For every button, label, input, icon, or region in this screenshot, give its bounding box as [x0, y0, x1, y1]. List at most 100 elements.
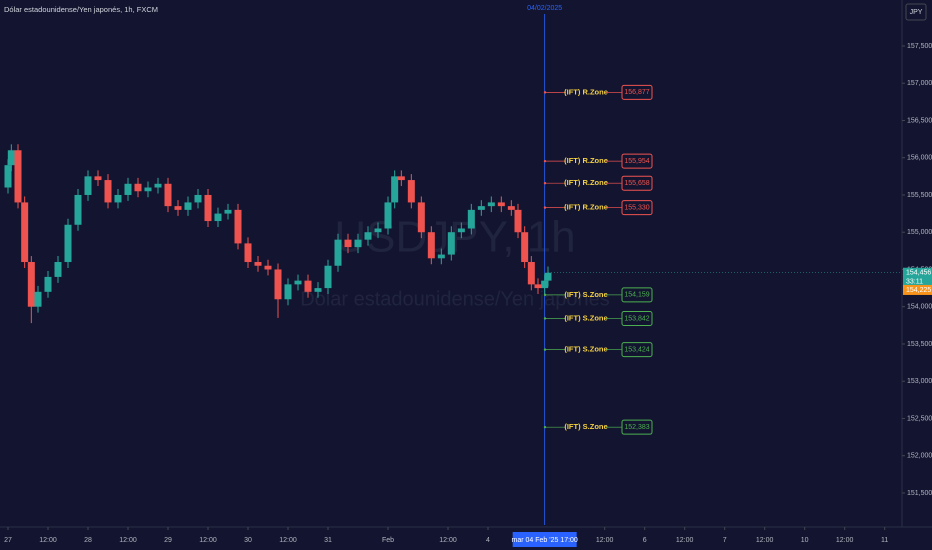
zone-box	[621, 84, 653, 100]
zone-label: (IFT) R.Zone	[564, 203, 608, 212]
zone-label: (IFT) S.Zone	[564, 290, 607, 299]
y-tick-label: 152,000	[907, 453, 932, 460]
candle-body	[427, 232, 435, 259]
candle-body	[154, 183, 162, 188]
x-tick-label: 12:00	[756, 537, 774, 544]
candle-body	[417, 202, 425, 233]
candle-body	[214, 213, 222, 222]
chart-title: Dólar estadounidense/Yen japonés, 1h, FX…	[4, 5, 158, 14]
candle-body	[294, 280, 302, 285]
candle-body	[174, 206, 182, 210]
candle-body	[74, 194, 82, 225]
candle-body	[437, 254, 445, 259]
candle-body	[44, 276, 52, 292]
zone-value: 155,330	[624, 204, 649, 211]
x-tick-label: 29	[164, 537, 172, 544]
candle-body	[507, 206, 515, 210]
zone-value: 153,842	[624, 315, 649, 322]
candle-body	[164, 183, 172, 207]
x-tick-label: 11	[881, 537, 888, 544]
y-tick-label: 157,000	[907, 80, 932, 87]
x-tick-label: 6	[643, 537, 647, 544]
candle-body	[284, 284, 292, 300]
candle-body	[54, 262, 62, 277]
candle-body	[364, 232, 372, 240]
last-price-box	[903, 267, 932, 288]
zone-value: 156,877	[624, 89, 649, 96]
ref-price-label: 154,225	[906, 287, 931, 294]
candle-body	[541, 280, 549, 289]
x-tick-label: 4	[486, 537, 490, 544]
currency-button[interactable]	[905, 3, 927, 21]
zone-label: (IFT) S.Zone	[564, 345, 607, 354]
candle-body	[397, 176, 405, 181]
zone-box	[621, 310, 653, 326]
crosshair-time-box	[512, 532, 577, 547]
zone-label: (IFT) S.Zone	[564, 422, 607, 431]
zone-box	[621, 419, 653, 435]
last-price-label: 154,456	[906, 270, 931, 277]
candle-body	[104, 180, 112, 203]
candle-body	[324, 265, 332, 289]
candle-body	[27, 262, 35, 307]
candle-body	[264, 265, 272, 270]
zone-box	[621, 175, 653, 191]
candle-body	[457, 228, 465, 233]
ref-price-box	[903, 284, 932, 295]
y-tick-label: 157,500	[907, 43, 932, 50]
zone-value: 154,159	[624, 292, 649, 299]
y-tick-label: 151,500	[907, 490, 932, 497]
candle-body	[244, 243, 252, 263]
zone-box	[621, 287, 653, 303]
candle-body	[391, 176, 399, 203]
y-tick-label: 156,500	[907, 117, 932, 124]
candle-body	[134, 183, 142, 192]
watermark: USDJPY, 1h	[334, 213, 575, 262]
crosshair-time: mar 04 Feb '25 17:00	[512, 537, 578, 544]
candle-body	[477, 206, 485, 210]
y-tick-label: 152,500	[907, 415, 932, 422]
y-tick-label: 155,500	[907, 192, 932, 199]
x-tick-label: 10	[801, 537, 809, 544]
candle-body	[144, 187, 152, 192]
y-tick-label: 155,000	[907, 229, 932, 236]
x-tick-label: 7	[723, 537, 727, 544]
candle-body	[194, 194, 202, 203]
x-tick-label: 12:00	[439, 537, 457, 544]
zone-label: (IFT) R.Zone	[564, 87, 608, 96]
candle-body	[521, 232, 529, 263]
candle-body	[544, 272, 552, 281]
candle-body	[447, 232, 455, 255]
candle-body	[7, 150, 15, 166]
x-tick-label: 30	[244, 537, 252, 544]
y-tick-label: 156,000	[907, 155, 932, 162]
x-tick-label: 12:00	[119, 537, 137, 544]
currency[interactable]: JPY	[910, 9, 923, 16]
candle-body	[34, 291, 42, 307]
crosshair-date: 04/02/2025	[527, 5, 562, 12]
candle-body	[407, 180, 415, 203]
zone-value: 155,658	[624, 180, 649, 187]
zone-box	[621, 153, 653, 169]
x-tick-label: 12:00	[39, 537, 57, 544]
zone-value: 155,954	[624, 158, 649, 165]
candle-body	[21, 202, 29, 263]
candle-body	[314, 288, 322, 292]
candle-body	[224, 209, 232, 214]
zone-value: 153,424	[624, 346, 649, 353]
y-tick-label: 154,000	[907, 304, 932, 311]
zone-value: 152,383	[624, 424, 649, 431]
x-tick-label: 12:00	[596, 537, 614, 544]
y-tick-label: 153,500	[907, 341, 932, 348]
candle-body	[254, 262, 262, 266]
x-tick-label: 28	[84, 537, 92, 544]
candle-body	[467, 209, 475, 229]
candle-body	[84, 176, 92, 195]
candle-body	[94, 176, 102, 181]
x-tick-label: Feb	[382, 537, 394, 544]
candle-body	[354, 239, 362, 248]
watermark: Dólar estadounidense/Yen japonés	[300, 288, 610, 310]
candle-body	[114, 194, 122, 203]
